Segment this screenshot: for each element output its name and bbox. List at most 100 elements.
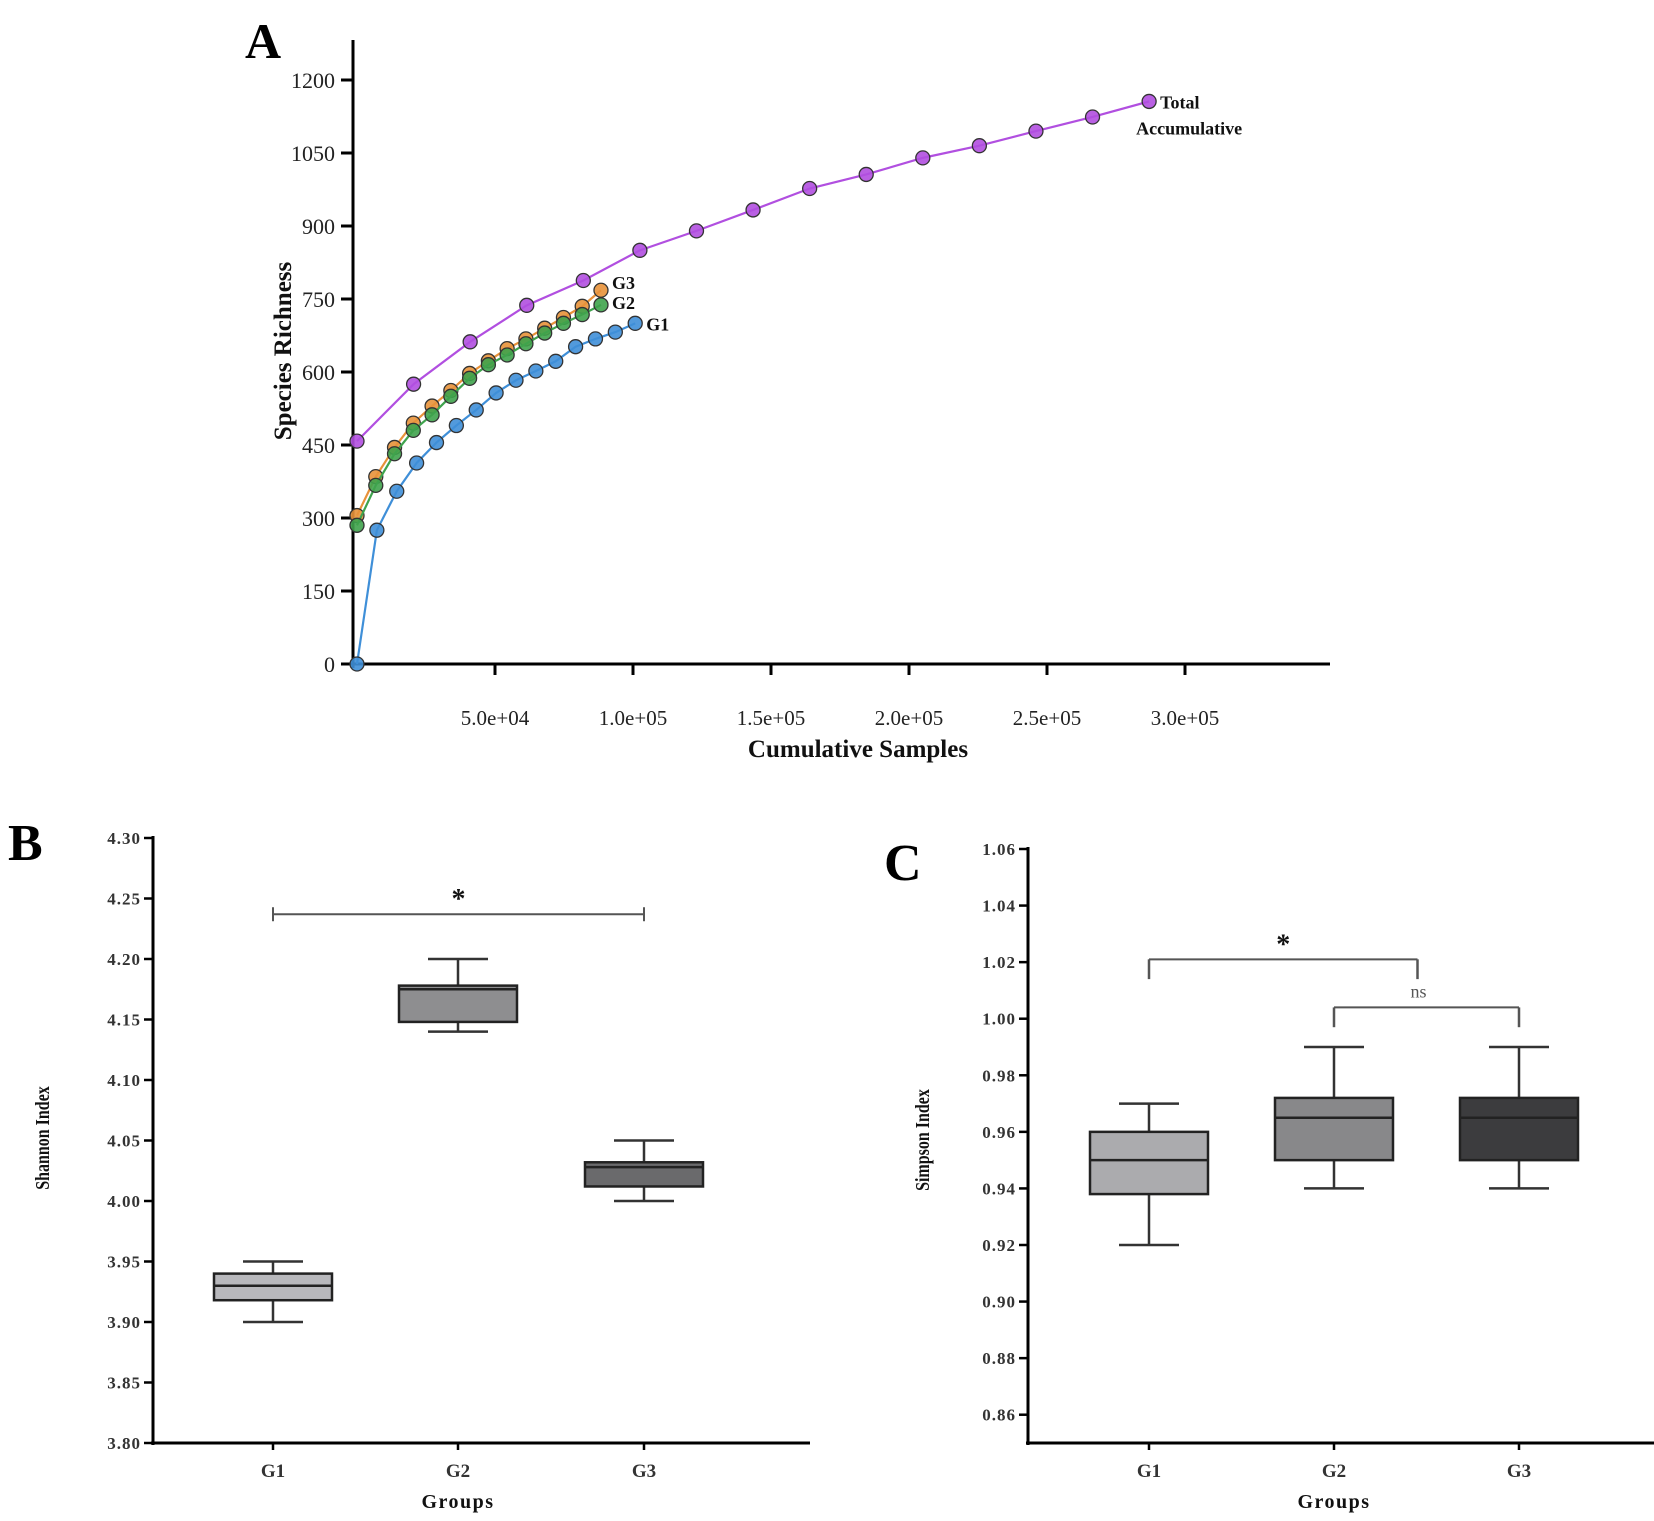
panel-c-box-g2 bbox=[1273, 1045, 1395, 1190]
panel-b-x-axis-title: Groups bbox=[421, 1491, 494, 1513]
data-point bbox=[548, 353, 564, 369]
panel-a-y-tick-label: 0 bbox=[324, 652, 335, 677]
panel-c-y-tick-label: 0.94 bbox=[982, 1179, 1016, 1198]
data-point bbox=[745, 202, 761, 218]
data-point bbox=[519, 297, 535, 313]
panel-b-box-g3 bbox=[583, 1139, 705, 1203]
panel-c-x-tick-label: G2 bbox=[1322, 1461, 1346, 1482]
data-point bbox=[593, 282, 609, 298]
panel-a-y-tick-label: 900 bbox=[302, 214, 335, 239]
panel-a-y-tick-label: 1050 bbox=[291, 141, 335, 166]
data-point bbox=[587, 331, 604, 347]
panel-b-y-tick-label: 3.85 bbox=[107, 1374, 141, 1393]
panel-c-y-tick-label: 1.06 bbox=[982, 840, 1016, 859]
panel-a-y-tick-label: 450 bbox=[302, 433, 335, 458]
data-point bbox=[499, 347, 515, 363]
panel-c-simpson-boxplot: C 0.86 0.88 0.90 0.92 0.94 0.96 0.98 1.00 1.02 1.… bbox=[884, 835, 1654, 1513]
panel-b-x-tick-label: G2 bbox=[446, 1461, 470, 1482]
panel-c-y-tick-label: 0.92 bbox=[982, 1236, 1016, 1255]
iqr-box bbox=[1088, 1130, 1210, 1196]
data-point bbox=[971, 138, 988, 154]
panel-c-significance-bracket: ns bbox=[1332, 981, 1521, 1028]
panel-a-y-tick-label: 600 bbox=[302, 360, 335, 385]
panel-a-x-tick-label: 1.0e+05 bbox=[599, 706, 667, 730]
panel-label-c: C bbox=[884, 835, 922, 892]
panel-c-x-axis-title: Groups bbox=[1297, 1491, 1370, 1513]
data-point bbox=[574, 306, 590, 323]
panel-b-y-tick-label: 4.20 bbox=[107, 950, 141, 969]
panel-b-y-tick-label: 4.10 bbox=[107, 1071, 141, 1090]
data-point bbox=[632, 242, 648, 258]
panel-a-y-tick-label: 750 bbox=[302, 287, 335, 312]
panel-a-x-tick-label: 2.5e+05 bbox=[1013, 706, 1081, 730]
panel-c-y-tick-label: 0.86 bbox=[982, 1406, 1016, 1425]
data-point bbox=[349, 433, 365, 449]
data-point bbox=[349, 517, 365, 533]
data-point bbox=[575, 272, 591, 289]
series-label: G2 bbox=[612, 293, 635, 313]
panel-c-significance-bracket: * bbox=[1147, 929, 1419, 980]
panel-b-y-axis-title: Shannon Index bbox=[31, 1086, 53, 1190]
panel-b-box-g1 bbox=[212, 1260, 334, 1324]
panel-c-y-tick-label: 0.90 bbox=[982, 1293, 1016, 1312]
panel-a-axes: 0 150 300 450 600 750 900 1050 1200 5.0e+04 1.0e+0… bbox=[291, 40, 1330, 730]
panel-b-boxes: * bbox=[212, 884, 705, 1324]
data-point bbox=[607, 324, 623, 340]
data-point bbox=[462, 334, 478, 350]
data-point bbox=[443, 388, 459, 404]
data-point bbox=[386, 446, 403, 462]
panel-b-x-tick-label: G1 bbox=[261, 1461, 285, 1482]
panel-b-y-tick-label: 3.80 bbox=[107, 1434, 141, 1453]
panel-label-b: B bbox=[8, 815, 43, 872]
significance-label: * bbox=[1276, 929, 1290, 960]
data-point bbox=[369, 522, 385, 538]
panel-a-x-axis-title: Cumulative Samples bbox=[748, 736, 968, 763]
panel-b-y-tick-label: 4.05 bbox=[107, 1132, 141, 1151]
data-point bbox=[555, 315, 572, 331]
data-point bbox=[627, 315, 643, 331]
panel-b-axes: 3.80 3.85 3.90 3.95 4.00 4.05 4.10 4.15 4.20 4.25… bbox=[107, 829, 810, 1482]
panel-c-x-tick-label: G1 bbox=[1137, 1461, 1161, 1482]
data-point bbox=[480, 357, 497, 373]
data-point bbox=[448, 417, 465, 434]
panel-c-boxes: * ns bbox=[1088, 929, 1580, 1247]
panel-a-y-tick-label: 1200 bbox=[291, 68, 335, 93]
panel-a-species-accumulation-chart: A 0 150 300 450 600 750 900 1050 1200 5.0e+04 1.0e… bbox=[245, 13, 1330, 763]
data-point bbox=[508, 372, 524, 388]
data-point bbox=[688, 223, 705, 239]
panel-c-y-tick-label: 1.00 bbox=[982, 1010, 1016, 1029]
panel-b-x-tick-label: G3 bbox=[632, 1461, 656, 1482]
data-point bbox=[593, 297, 609, 313]
series-g1: G1 bbox=[349, 314, 669, 672]
significance-label: * bbox=[452, 884, 466, 915]
panel-c-y-tick-label: 0.88 bbox=[982, 1349, 1016, 1368]
data-point bbox=[408, 455, 425, 471]
panel-c-y-tick-label: 1.02 bbox=[982, 953, 1016, 972]
data-point bbox=[389, 483, 405, 499]
panel-b-shannon-boxplot: B 3.80 3.85 3.90 3.95 4.00 4.05 4.10 4.15 4.20 4.… bbox=[8, 815, 810, 1513]
panel-b-y-tick-label: 3.95 bbox=[107, 1253, 141, 1272]
data-point bbox=[349, 656, 365, 672]
data-point bbox=[428, 434, 445, 451]
series-line bbox=[356, 100, 1150, 442]
panel-b-y-tick-label: 4.15 bbox=[107, 1011, 141, 1030]
panel-b-y-tick-label: 4.25 bbox=[107, 890, 141, 909]
data-point bbox=[528, 363, 544, 379]
data-point bbox=[468, 402, 484, 418]
data-point bbox=[461, 370, 478, 386]
panel-c-box-g3 bbox=[1458, 1045, 1580, 1190]
panel-c-y-tick-label: 0.98 bbox=[982, 1066, 1016, 1085]
series-label: Accumulative bbox=[1136, 118, 1242, 138]
panel-c-y-tick-label: 1.04 bbox=[982, 897, 1016, 916]
significance-label: ns bbox=[1410, 981, 1426, 1001]
panel-b-y-tick-label: 4.30 bbox=[107, 829, 141, 848]
series-label: G3 bbox=[612, 273, 635, 293]
data-point bbox=[801, 180, 818, 197]
panel-a-x-tick-label: 1.5e+05 bbox=[737, 706, 805, 730]
series-g2: G2 bbox=[349, 293, 635, 533]
panel-c-x-tick-label: G3 bbox=[1507, 1461, 1531, 1482]
iqr-box bbox=[1458, 1096, 1580, 1162]
panel-a-x-tick-label: 2.0e+05 bbox=[875, 706, 943, 730]
